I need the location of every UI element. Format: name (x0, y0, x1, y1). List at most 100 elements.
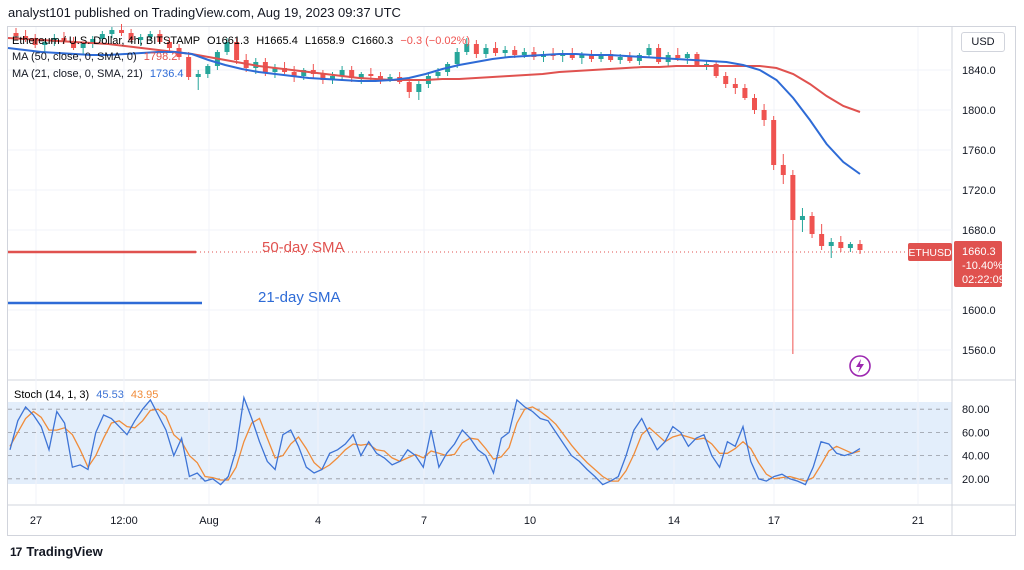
candle-body (828, 242, 834, 246)
candle (339, 66, 345, 80)
candle-body (147, 34, 153, 37)
candle-body (617, 57, 623, 60)
candle (838, 236, 844, 252)
candle-body (128, 33, 134, 40)
price-label: ETHUSD 1660.3 -10.40% 02:22:09 (908, 241, 1005, 287)
candle-body (339, 70, 345, 76)
candle-body (752, 98, 757, 110)
candle (656, 44, 662, 64)
candle-body (109, 30, 115, 34)
candle (157, 30, 163, 44)
price-tick-label: 1800.0 (962, 105, 996, 117)
candle (713, 62, 719, 78)
legend-symbol: Ethereum / U.S. Dollar, 4h, BITSTAMP O16… (12, 35, 470, 47)
candle-body (387, 77, 393, 80)
candle-body (195, 74, 201, 77)
candle (588, 50, 594, 62)
candle-body (464, 44, 470, 52)
lightning-icon[interactable] (849, 355, 871, 377)
candle (166, 38, 172, 52)
candle-body (473, 44, 479, 54)
candle-body (416, 84, 422, 92)
candle-body (205, 66, 211, 74)
time-tick-label: 27 (30, 515, 42, 527)
candle (761, 104, 767, 126)
candle (560, 50, 566, 62)
time-tick-label: 17 (768, 515, 780, 527)
sma50-annotation: 50-day SMA (262, 239, 345, 256)
candle (742, 84, 748, 100)
sma21-annotation: 21-day SMA (258, 289, 341, 306)
stoch-tick-label: 80.00 (962, 404, 990, 416)
candle-body (224, 42, 230, 52)
candle (636, 53, 642, 65)
candle-body (157, 34, 163, 42)
moving-averages (7, 37, 861, 175)
price-label-price: 1660.3 (962, 246, 996, 258)
candle (464, 38, 470, 55)
candle (790, 170, 796, 354)
candle-body (636, 55, 642, 61)
candle-body (23, 36, 29, 38)
candle (349, 66, 355, 82)
price-tick-label: 1840.0 (962, 65, 996, 77)
candle-body (809, 216, 815, 234)
candle-body (377, 76, 383, 80)
candle-body (656, 48, 662, 62)
price-label-change: -10.40% (962, 260, 1003, 272)
candle-body (71, 41, 77, 48)
candle (99, 31, 105, 42)
footer-brand: 17 TradingView (10, 544, 103, 559)
candle-body (723, 76, 729, 84)
candle (128, 29, 134, 42)
candle-body (406, 82, 412, 92)
footer-brand-name: TradingView (26, 544, 103, 559)
time-tick-label: 7 (421, 515, 427, 527)
candle (224, 38, 230, 55)
candle-body (320, 74, 326, 80)
candle-body (684, 54, 690, 58)
candle-body (234, 42, 240, 60)
currency-button[interactable]: USD (961, 32, 1005, 52)
candle (598, 52, 604, 62)
price-tick-label: 1760.0 (962, 145, 996, 157)
candle-body (358, 74, 364, 78)
candle-body (186, 57, 192, 77)
price-tick-label: 1680.0 (962, 225, 996, 237)
candle-body (819, 234, 825, 246)
candle (483, 44, 489, 58)
stoch-tick-label: 60.00 (962, 427, 990, 439)
candle (684, 52, 690, 64)
candle-body (588, 55, 594, 59)
stoch-tick-label: 20.00 (962, 474, 990, 486)
stoch-band (8, 402, 952, 484)
price-tick-label: 1600.0 (962, 305, 996, 317)
sma50-line (7, 37, 861, 113)
candle-body (627, 57, 633, 61)
candle (71, 37, 77, 50)
candle-body (771, 120, 777, 165)
candle (752, 94, 757, 114)
stoch-legend: Stoch (14, 1, 3) 45.53 43.95 (14, 389, 158, 401)
candle (310, 64, 316, 78)
candle (32, 34, 38, 48)
candle (809, 212, 815, 238)
candle (771, 116, 777, 170)
candle (147, 31, 153, 41)
candle-body (301, 70, 307, 76)
price-label-box (954, 241, 1002, 287)
candle-body (598, 54, 604, 59)
candle-body (454, 52, 460, 64)
gridlines (8, 27, 952, 504)
candle-body (42, 42, 48, 45)
candle (234, 38, 240, 64)
candle-body (675, 55, 681, 58)
candle-body (435, 72, 441, 76)
candle (473, 40, 479, 58)
candle (732, 78, 738, 94)
chart-frame (7, 26, 1016, 536)
candle (502, 46, 508, 58)
candle (195, 70, 201, 90)
time-tick-label: 14 (668, 515, 680, 527)
